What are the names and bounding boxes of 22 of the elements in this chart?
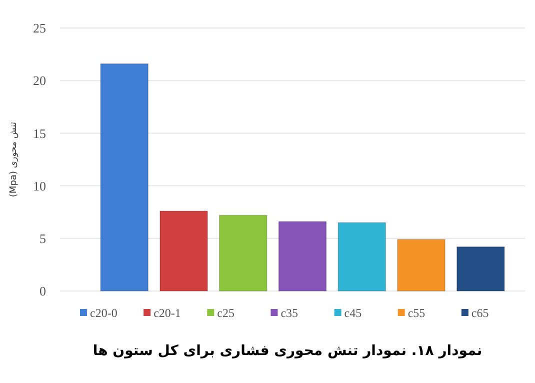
legend-label: c20-1 <box>154 306 181 320</box>
bar <box>397 239 446 292</box>
y-tick-label: 15 <box>33 126 46 141</box>
y-tick-label: 20 <box>33 73 46 88</box>
legend-label: c65 <box>471 306 489 320</box>
bar <box>278 221 327 292</box>
legend-label: c55 <box>408 306 426 320</box>
legend-label: c35 <box>280 306 298 320</box>
bar <box>338 222 386 292</box>
legend-label: c45 <box>344 306 362 320</box>
y-tick-label: 0 <box>40 284 46 299</box>
bar <box>160 210 208 292</box>
y-tick-label: 25 <box>33 20 46 36</box>
y-axis-title: تنش محوری (Mpa) <box>9 121 19 198</box>
text: نمودار ۱۸. نمودار تنش محوری فشاری برای کل ستون ها <box>92 343 482 359</box>
bar <box>456 246 505 292</box>
legend-label: c20-0 <box>90 306 118 320</box>
bar <box>218 214 268 292</box>
y-tick-label: 10 <box>33 178 46 194</box>
y-tick-label: 5 <box>40 230 46 246</box>
bar <box>100 63 149 292</box>
legend-label: c25 <box>217 306 234 320</box>
